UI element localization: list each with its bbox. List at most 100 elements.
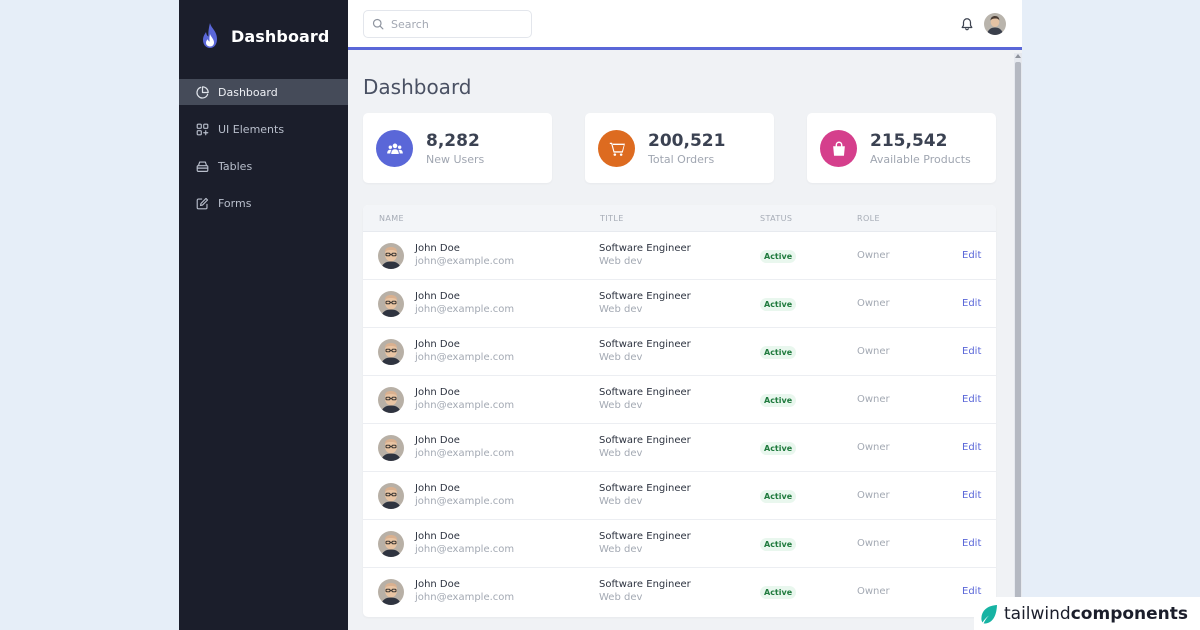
job-department: Web dev xyxy=(599,400,643,411)
column-header-status: STATUS xyxy=(760,214,793,223)
table-row: John Doe john@example.com Software Enginee… xyxy=(363,376,996,424)
status-badge: Active xyxy=(760,346,797,359)
status-badge: Active xyxy=(760,490,797,503)
search-input[interactable] xyxy=(391,17,526,31)
column-header-name: NAME xyxy=(379,214,405,223)
stat-label: Available Products xyxy=(870,153,971,166)
avatar xyxy=(378,483,404,509)
job-title: Software Engineer xyxy=(599,387,691,398)
avatar xyxy=(378,387,404,413)
user-name: John Doe xyxy=(415,291,460,302)
watermark-text-bold: components xyxy=(1070,603,1189,624)
sidebar-item-forms[interactable]: Forms xyxy=(179,190,348,216)
user-email: john@example.com xyxy=(415,352,515,363)
sidebar-item-tables[interactable]: Tables xyxy=(179,153,348,179)
watermark-text: tailwindcomponents xyxy=(1004,604,1188,624)
job-department: Web dev xyxy=(599,352,643,363)
table-row: John Doe john@example.com Software Enginee… xyxy=(363,328,996,376)
avatar xyxy=(378,579,404,605)
job-title: Software Engineer xyxy=(599,483,691,494)
job-title: Software Engineer xyxy=(599,435,691,446)
stat-card-available-products: 215,542 Available Products xyxy=(807,113,996,183)
table-body: John Doe john@example.com Software Enginee… xyxy=(363,232,996,616)
edit-icon xyxy=(196,197,209,210)
status-badge: Active xyxy=(760,250,797,263)
job-department: Web dev xyxy=(599,544,643,555)
tailwindcomponents-watermark: tailwindcomponents xyxy=(974,597,1200,630)
stat-card-new-users: 8,282 New Users xyxy=(363,113,552,183)
job-department: Web dev xyxy=(599,592,643,603)
table-row: John Doe john@example.com Software Enginee… xyxy=(363,520,996,568)
edit-link[interactable]: Edit xyxy=(962,346,982,357)
scroll-up-arrow-icon[interactable] xyxy=(1015,54,1021,58)
scrollbar-thumb[interactable] xyxy=(1015,62,1021,630)
grid-plus-icon xyxy=(196,123,209,136)
edit-link[interactable]: Edit xyxy=(962,442,982,453)
stat-label: Total Orders xyxy=(648,153,715,166)
user-email: john@example.com xyxy=(415,496,515,507)
stat-value: 215,542 xyxy=(870,131,948,151)
edit-link[interactable]: Edit xyxy=(962,250,982,261)
users-icon xyxy=(376,130,413,167)
user-name: John Doe xyxy=(415,531,460,542)
user-name: John Doe xyxy=(415,435,460,446)
table-row: John Doe john@example.com Software Enginee… xyxy=(363,568,996,616)
avatar xyxy=(378,531,404,557)
user-name: John Doe xyxy=(415,483,460,494)
user-email: john@example.com xyxy=(415,592,515,603)
table-row: John Doe john@example.com Software Enginee… xyxy=(363,280,996,328)
stat-label: New Users xyxy=(426,153,485,166)
user-role: Owner xyxy=(857,490,890,501)
sidebar-nav: Dashboard UI Elements xyxy=(179,79,348,227)
user-role: Owner xyxy=(857,298,890,309)
user-role: Owner xyxy=(857,346,890,357)
column-header-title: TITLE xyxy=(600,214,624,223)
flame-logo-icon xyxy=(203,23,217,48)
sidebar-item-ui-elements[interactable]: UI Elements xyxy=(179,116,348,142)
edit-link[interactable]: Edit xyxy=(962,538,982,549)
edit-link[interactable]: Edit xyxy=(962,394,982,405)
user-email: john@example.com xyxy=(415,400,515,411)
job-title: Software Engineer xyxy=(599,531,691,542)
avatar xyxy=(378,291,404,317)
edit-link[interactable]: Edit xyxy=(962,298,982,309)
table-row: John Doe john@example.com Software Enginee… xyxy=(363,472,996,520)
job-title: Software Engineer xyxy=(599,243,691,254)
user-name: John Doe xyxy=(415,243,460,254)
avatar xyxy=(378,243,404,269)
user-email: john@example.com xyxy=(415,544,515,555)
bell-icon[interactable] xyxy=(960,17,974,31)
user-role: Owner xyxy=(857,538,890,549)
user-email: john@example.com xyxy=(415,448,515,459)
sidebar-item-dashboard[interactable]: Dashboard xyxy=(179,79,348,105)
user-role: Owner xyxy=(857,394,890,405)
user-name: John Doe xyxy=(415,339,460,350)
status-badge: Active xyxy=(760,298,797,311)
job-title: Software Engineer xyxy=(599,579,691,590)
avatar xyxy=(378,339,404,365)
table-row: John Doe john@example.com Software Enginee… xyxy=(363,232,996,280)
stat-value: 8,282 xyxy=(426,131,480,151)
status-badge: Active xyxy=(760,538,797,551)
edit-link[interactable]: Edit xyxy=(962,490,982,501)
users-table: NAME TITLE STATUS ROLE John Doe john@exam… xyxy=(363,205,996,617)
table-header: NAME TITLE STATUS ROLE xyxy=(363,205,996,232)
edit-link[interactable]: Edit xyxy=(962,586,982,597)
search-box[interactable] xyxy=(363,10,532,38)
sidebar-item-label: Tables xyxy=(218,159,253,173)
pie-chart-icon xyxy=(196,85,209,99)
status-badge: Active xyxy=(760,394,797,407)
leaf-logo-icon xyxy=(981,604,997,624)
stat-card-total-orders: 200,521 Total Orders xyxy=(585,113,774,183)
user-role: Owner xyxy=(857,442,890,453)
status-badge: Active xyxy=(760,586,797,599)
stat-value: 200,521 xyxy=(648,131,726,151)
page-title: Dashboard xyxy=(363,75,472,99)
shopping-bag-icon xyxy=(820,130,857,167)
brand[interactable]: Dashboard xyxy=(198,22,329,50)
user-email: john@example.com xyxy=(415,256,515,267)
user-avatar[interactable] xyxy=(984,13,1006,35)
job-department: Web dev xyxy=(599,256,643,267)
sidebar-item-label: UI Elements xyxy=(218,122,285,136)
sidebar-item-label: Dashboard xyxy=(218,85,278,99)
